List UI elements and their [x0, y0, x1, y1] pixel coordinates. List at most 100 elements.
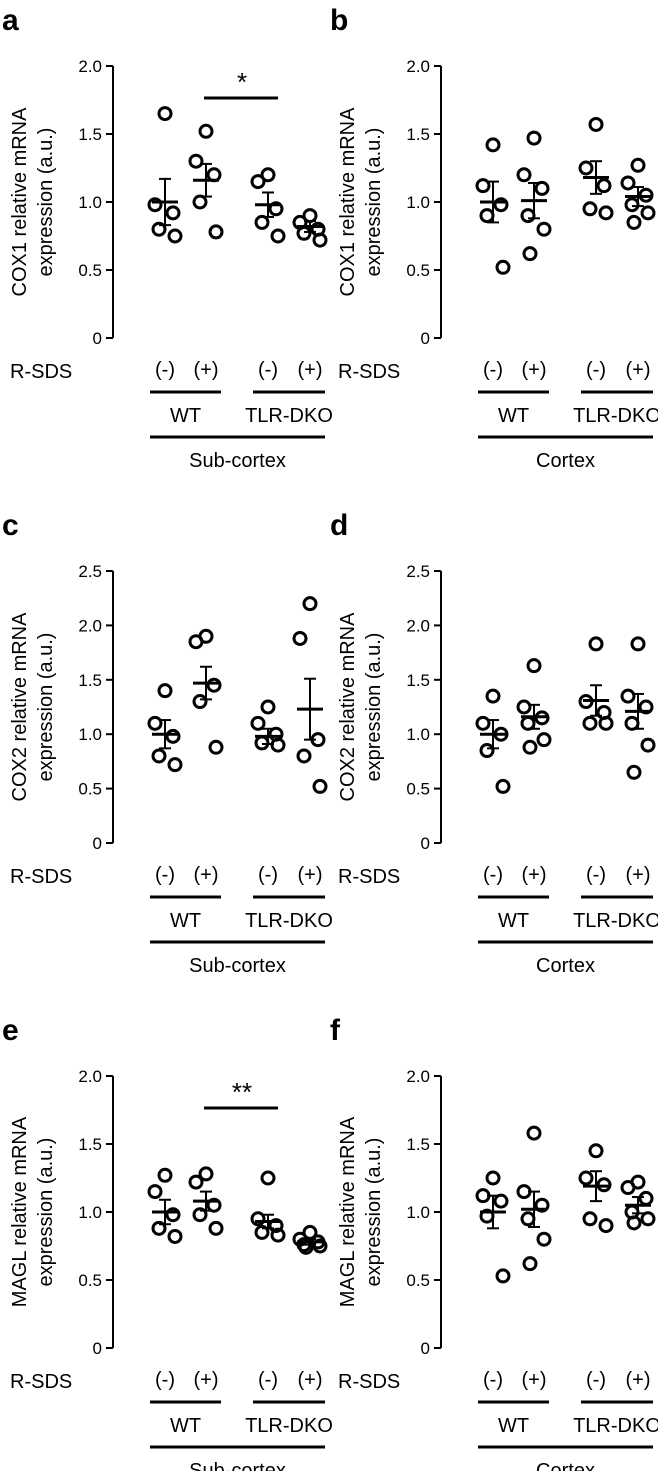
y-tick-label: 0.5	[78, 261, 102, 280]
treatment-label: (+)	[522, 864, 547, 886]
data-point	[151, 1220, 167, 1236]
y-tick-label: 2.5	[406, 562, 430, 581]
treatment-label: (-)	[258, 359, 278, 381]
data-point	[260, 1170, 276, 1186]
data-point	[167, 228, 183, 244]
data-point	[475, 178, 491, 194]
data-point	[588, 636, 604, 652]
panel-label: b	[330, 4, 348, 37]
data-point	[596, 178, 612, 194]
genotype-label: WT	[170, 910, 201, 932]
data-point	[479, 743, 495, 759]
y-tick-label: 2.0	[406, 616, 430, 635]
y-tick-label: 1.0	[406, 725, 430, 744]
data-point	[165, 728, 181, 744]
region-label: Cortex	[536, 450, 595, 472]
data-point	[206, 1197, 222, 1213]
data-point	[495, 778, 511, 794]
data-point	[640, 1211, 656, 1227]
y-tick-label: 1.5	[406, 125, 430, 144]
data-point	[157, 1167, 173, 1183]
data-point	[485, 137, 501, 153]
data-point	[495, 259, 511, 275]
data-point	[254, 214, 270, 230]
data-point	[630, 157, 646, 173]
data-point	[192, 694, 208, 710]
data-point	[292, 630, 308, 646]
y-tick-label: 0.5	[406, 261, 430, 280]
data-point	[157, 683, 173, 699]
treatment-label: (+)	[626, 359, 651, 381]
treatment-label: (-)	[483, 1369, 503, 1391]
y-tick-label: 1.5	[406, 671, 430, 690]
genotype-label: TLR-DKO	[573, 1415, 658, 1437]
significance-label: **	[232, 1077, 252, 1107]
panel-e: e 0 0.5 1.0 1.5 2.0 MAGL relative mRNA expressi…	[2, 1014, 333, 1471]
data-point	[198, 123, 214, 139]
y-axis-label: expression (a.u.)	[35, 128, 57, 277]
data-point	[250, 1211, 266, 1227]
data-point	[495, 1268, 511, 1284]
data-point	[520, 208, 536, 224]
data-point	[626, 764, 642, 780]
data-point	[536, 732, 552, 748]
y-tick-label: 0.5	[406, 1271, 430, 1290]
row-label: R-SDS	[10, 1371, 72, 1393]
panel-b: b 0 0.5 1.0 1.5 2.0 COX1 relative mRNA expressi…	[330, 4, 658, 472]
treatment-label: (+)	[298, 359, 323, 381]
treatment-label: (-)	[586, 1369, 606, 1391]
data-point	[638, 1190, 654, 1206]
data-point	[578, 1170, 594, 1186]
y-axis-label: MAGL relative mRNA	[337, 1116, 359, 1307]
data-point	[598, 1218, 614, 1234]
data-point	[485, 1170, 501, 1186]
y-tick-label: 1.5	[78, 1135, 102, 1154]
y-tick-label: 2.0	[78, 57, 102, 76]
treatment-label: (+)	[194, 1369, 219, 1391]
data-point	[312, 1238, 328, 1254]
data-point	[147, 715, 163, 731]
treatment-label: (-)	[258, 1369, 278, 1391]
y-tick-label: 1.0	[78, 725, 102, 744]
panel-label: d	[330, 509, 348, 542]
treatment-label: (+)	[194, 359, 219, 381]
treatment-label: (+)	[194, 864, 219, 886]
data-point	[520, 715, 536, 731]
significance-label: *	[237, 67, 247, 97]
data-point	[147, 1184, 163, 1200]
y-tick-label: 2.0	[78, 1067, 102, 1086]
region-label: Sub-cortex	[189, 1460, 286, 1471]
data-point	[526, 658, 542, 674]
data-point	[640, 737, 656, 753]
y-tick-label: 1.0	[78, 193, 102, 212]
panel-label: c	[2, 509, 19, 542]
data-point	[167, 757, 183, 773]
panel-c: c 0 0.5 1.0 1.5 2.0 2.5 COX2 relative mRNA expre…	[2, 509, 333, 977]
y-tick-label: 2.0	[406, 1067, 430, 1086]
data-point	[630, 636, 646, 652]
y-axis-label: expression (a.u.)	[363, 128, 385, 277]
y-tick-label: 1.5	[406, 1135, 430, 1154]
treatment-label: (-)	[483, 864, 503, 886]
y-axis-label: expression (a.u.)	[35, 633, 57, 782]
data-point	[624, 715, 640, 731]
data-point	[270, 737, 286, 753]
y-axis-label: COX1 relative mRNA	[9, 107, 31, 297]
data-point	[620, 688, 636, 704]
y-tick-label: 0	[421, 834, 430, 853]
data-point	[250, 174, 266, 190]
data-point	[151, 221, 167, 237]
genotype-label: TLR-DKO	[245, 405, 333, 427]
y-tick-label: 0	[93, 834, 102, 853]
data-point	[260, 167, 276, 183]
panel-a: a 0 0.5 1.0 1.5 2.0 COX1 relative mRNA expressi…	[2, 4, 333, 472]
data-point	[624, 197, 640, 213]
y-tick-label: 2.0	[78, 616, 102, 635]
data-point	[620, 175, 636, 191]
data-point	[598, 205, 614, 221]
data-point	[516, 699, 532, 715]
y-tick-label: 0	[421, 1339, 430, 1358]
data-point	[536, 221, 552, 237]
region-label: Cortex	[536, 955, 595, 977]
